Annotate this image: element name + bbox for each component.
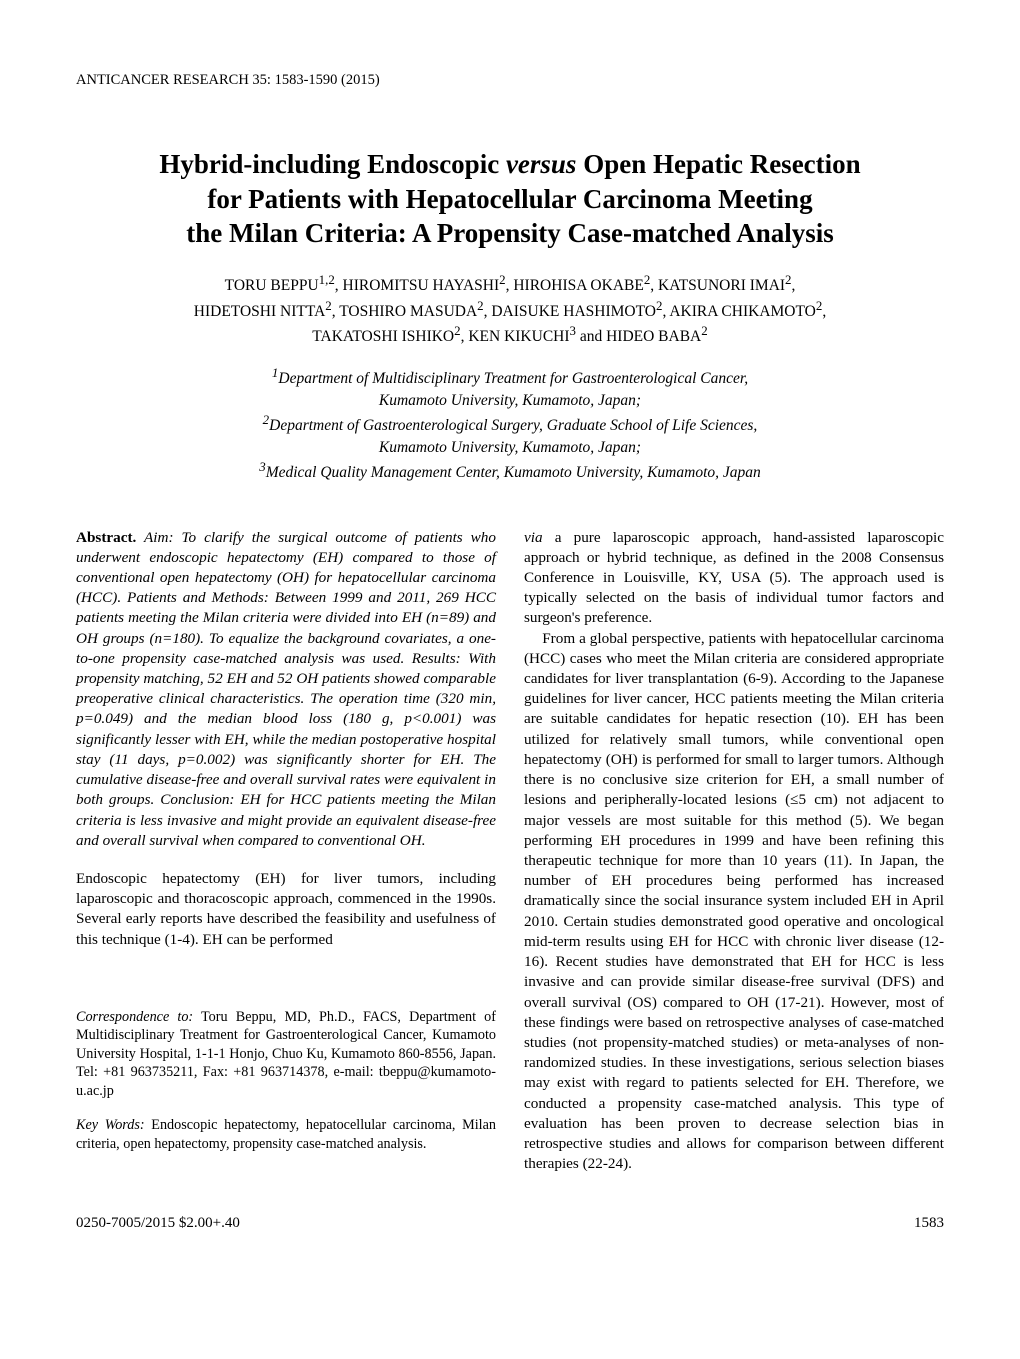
correspondence-block: Correspondence to: Toru Beppu, MD, Ph.D.… (76, 1008, 496, 1100)
two-column-body: Abstract. Aim: To clarify the surgical o… (76, 528, 944, 1175)
right-paragraph-2: From a global perspective, patients with… (524, 629, 944, 1175)
affiliation-3: 3Medical Quality Management Center, Kuma… (259, 464, 761, 481)
authors-line-3: TAKATOSHI ISHIKO2, KEN KIKUCHI3 and HIDE… (312, 328, 707, 345)
affiliation-1b: Kumamoto University, Kumamoto, Japan; (379, 392, 641, 409)
author-list: TORU BEPPU1,2, HIROMITSU HAYASHI2, HIROH… (76, 271, 944, 349)
abstract-body: Aim: To clarify the surgical outcome of … (76, 529, 496, 849)
running-head: ANTICANCER RESEARCH 35: 1583-1590 (2015) (76, 72, 944, 89)
affiliation-1a: 1Department of Multidisciplinary Treatme… (272, 370, 748, 387)
correspondence-label: Correspondence to: (76, 1009, 193, 1025)
keywords-label: Key Words: (76, 1117, 145, 1133)
affiliations: 1Department of Multidisciplinary Treatme… (76, 364, 944, 483)
footer-left: 0250-7005/2015 $2.00+.40 (76, 1215, 240, 1232)
page-footer: 0250-7005/2015 $2.00+.40 1583 (76, 1215, 944, 1232)
right-paragraph-1: via a pure laparoscopic approach, hand-a… (524, 528, 944, 629)
intro-paragraph-left: Endoscopic hepatectomy (EH) for liver tu… (76, 869, 496, 950)
right-column: via a pure laparoscopic approach, hand-a… (524, 528, 944, 1175)
authors-line-1: TORU BEPPU1,2, HIROMITSU HAYASHI2, HIROH… (225, 277, 796, 294)
affiliation-2a: 2Department of Gastroenterological Surge… (263, 417, 758, 434)
page-number: 1583 (914, 1215, 944, 1232)
authors-line-2: HIDETOSHI NITTA2, TOSHIRO MASUDA2, DAISU… (194, 303, 826, 320)
abstract-block: Abstract. Aim: To clarify the surgical o… (76, 528, 496, 852)
keywords-block: Key Words: Endoscopic hepatectomy, hepat… (76, 1116, 496, 1153)
left-column: Abstract. Aim: To clarify the surgical o… (76, 528, 496, 1175)
abstract-label: Abstract. (76, 529, 136, 546)
affiliation-2b: Kumamoto University, Kumamoto, Japan; (379, 439, 641, 456)
title-line-3: the Milan Criteria: A Propensity Case-ma… (186, 218, 833, 248)
title-line-1: Hybrid-including Endoscopic versus Open … (159, 149, 860, 179)
article-title: Hybrid-including Endoscopic versus Open … (76, 147, 944, 251)
title-line-2: for Patients with Hepatocellular Carcino… (207, 184, 812, 214)
